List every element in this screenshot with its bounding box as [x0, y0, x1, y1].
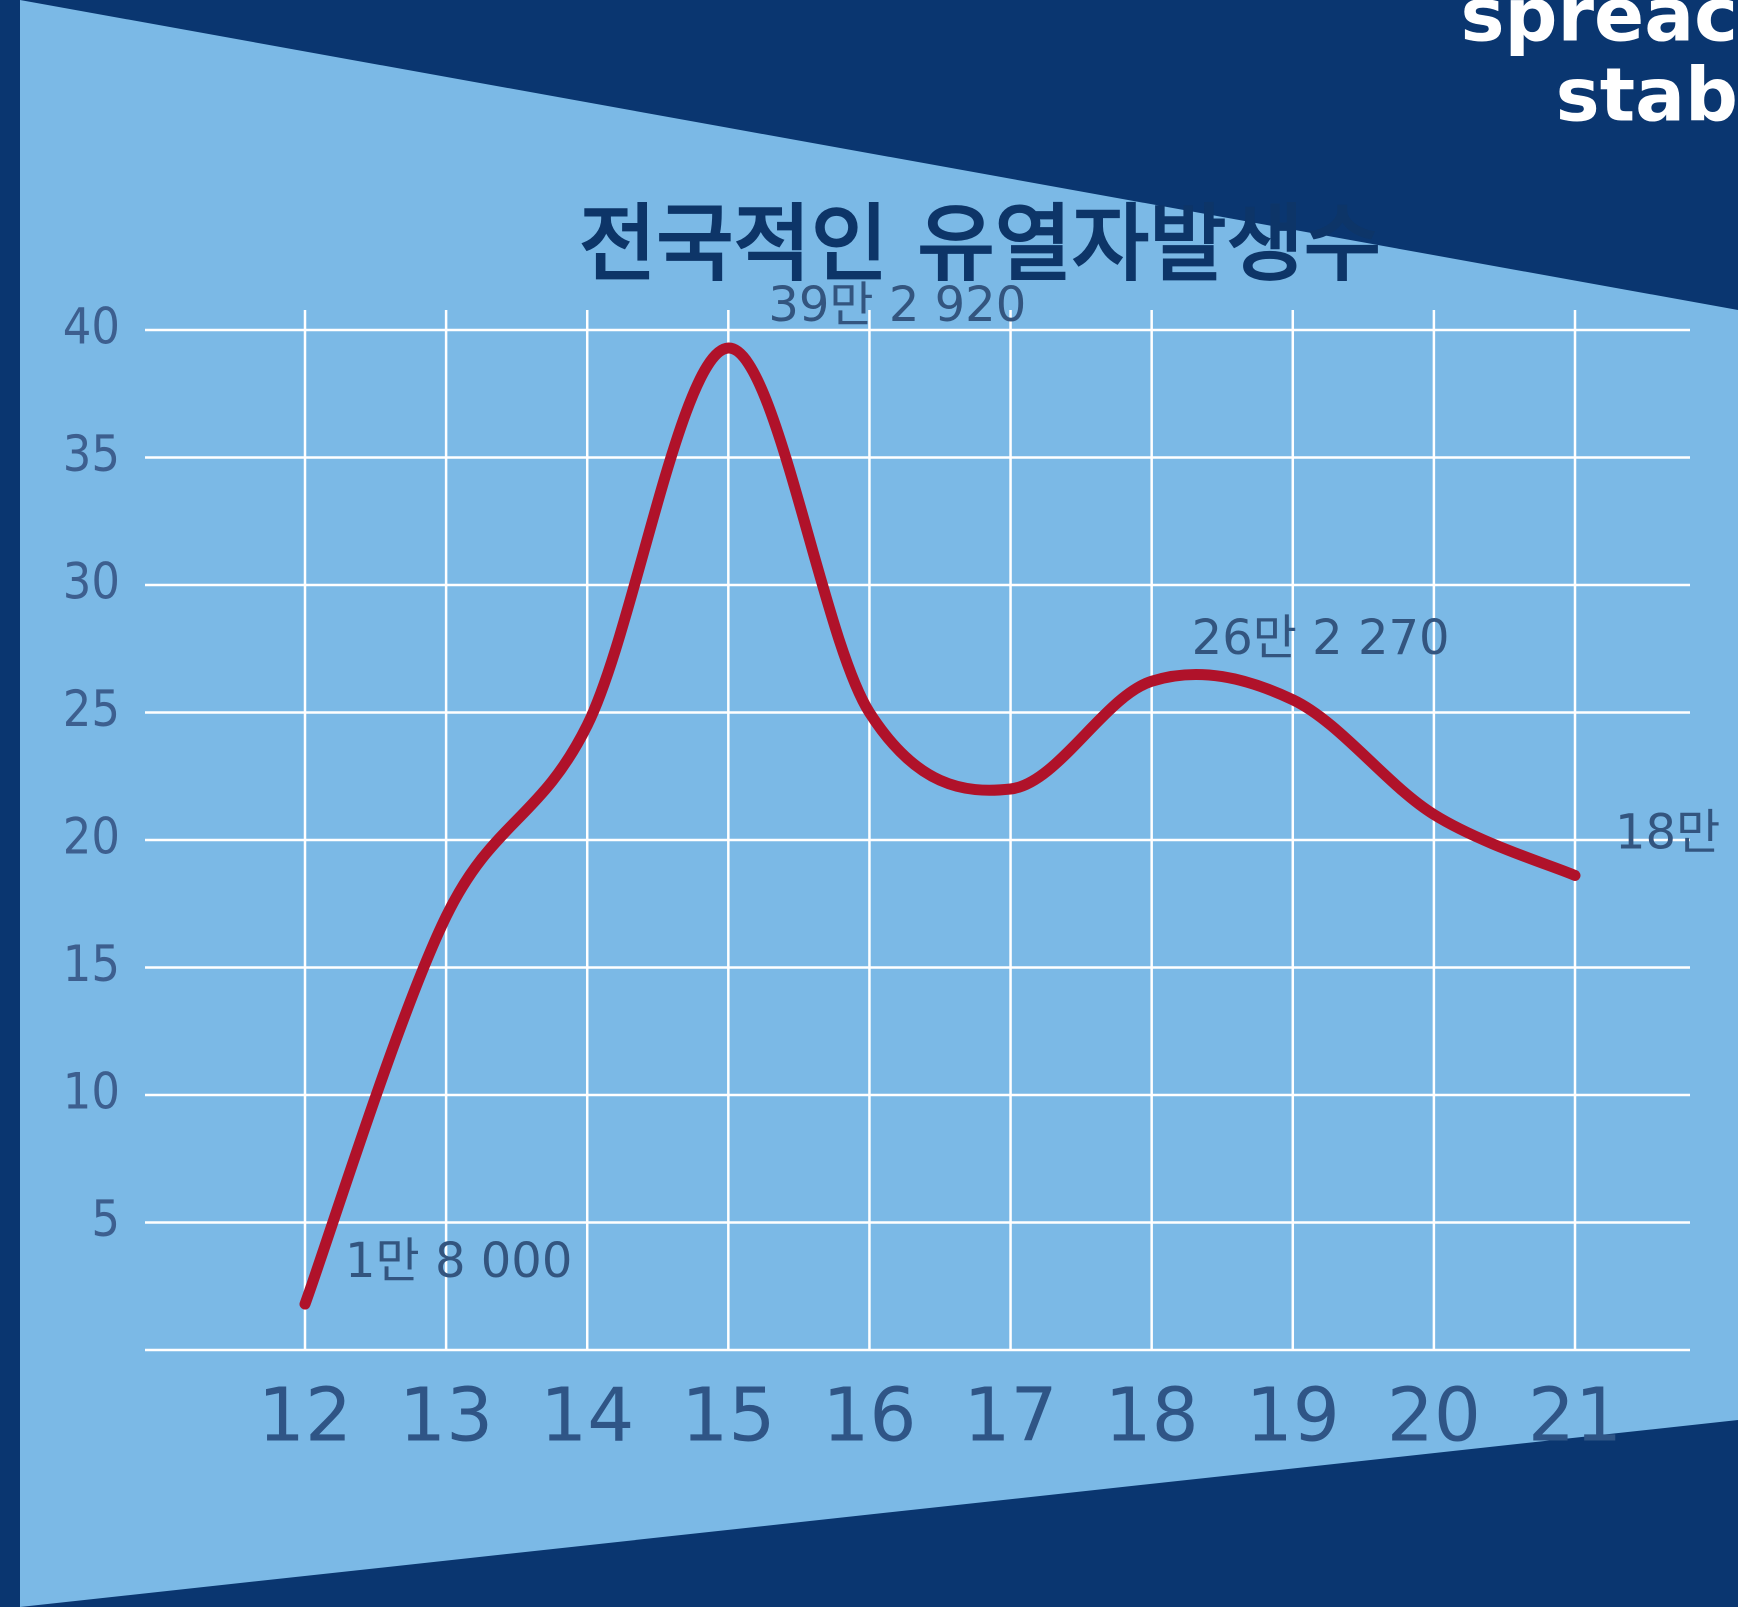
y-tick-label: 40: [63, 298, 120, 356]
x-tick-label: 21: [1528, 1373, 1622, 1459]
y-tick-label: 25: [63, 680, 120, 738]
chart: 전국적인 유열자발생수 spreac stab 5101520253035401…: [0, 0, 1738, 1607]
y-tick-label: 10: [63, 1063, 120, 1121]
caption: stab: [1556, 53, 1738, 139]
value-label: 26만 2 270: [1192, 610, 1450, 666]
y-tick-label: 15: [63, 935, 120, 993]
x-tick-label: 16: [822, 1373, 916, 1459]
x-tick-label: 18: [1105, 1373, 1199, 1459]
x-tick-label: 17: [963, 1373, 1057, 1459]
page: {"chart_data": {"type": "line", "title":…: [0, 0, 1738, 1607]
y-tick-label: 20: [63, 808, 120, 866]
y-tick-label: 30: [63, 553, 120, 611]
y-tick-label: 5: [91, 1190, 120, 1248]
value-label: 18만 6 090: [1615, 804, 1738, 860]
x-tick-label: 13: [399, 1373, 493, 1459]
value-label: 39만 2 920: [768, 277, 1026, 333]
x-tick-label: 15: [681, 1373, 775, 1459]
y-tick-label: 35: [63, 425, 120, 483]
x-tick-label: 14: [540, 1373, 634, 1459]
caption: spreac: [1461, 0, 1738, 59]
value-label: 1만 8 000: [345, 1233, 572, 1289]
x-tick-label: 19: [1246, 1373, 1340, 1459]
x-tick-label: 20: [1387, 1373, 1481, 1459]
x-tick-label: 12: [258, 1373, 352, 1459]
